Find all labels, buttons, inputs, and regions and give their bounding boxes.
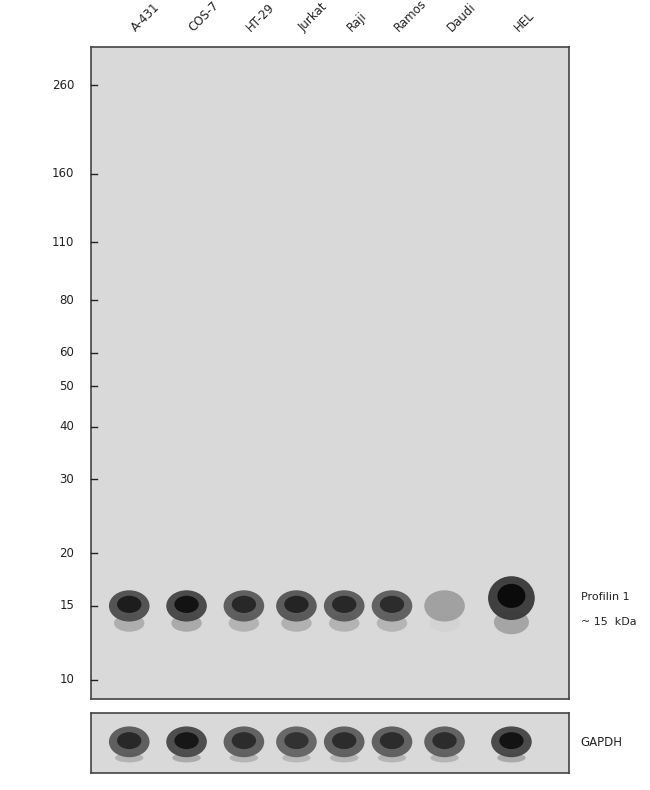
Ellipse shape	[115, 753, 144, 762]
Text: HEL: HEL	[512, 9, 537, 35]
Text: 160: 160	[52, 167, 74, 180]
Text: ~ 15  kDa: ~ 15 kDa	[580, 616, 636, 626]
Ellipse shape	[494, 610, 529, 634]
Text: 110: 110	[52, 235, 74, 249]
Text: Daudi: Daudi	[445, 1, 478, 35]
Ellipse shape	[378, 753, 406, 762]
Ellipse shape	[281, 615, 311, 632]
Ellipse shape	[282, 753, 311, 762]
Ellipse shape	[224, 590, 264, 622]
Ellipse shape	[430, 753, 459, 762]
Text: Jurkat: Jurkat	[296, 1, 330, 35]
Text: 40: 40	[59, 420, 74, 434]
Ellipse shape	[174, 732, 199, 749]
Ellipse shape	[174, 596, 199, 613]
Ellipse shape	[117, 732, 142, 749]
Ellipse shape	[432, 732, 457, 749]
Ellipse shape	[499, 732, 524, 749]
Ellipse shape	[332, 596, 356, 613]
Text: Ramos: Ramos	[392, 0, 430, 35]
Ellipse shape	[497, 584, 525, 608]
Ellipse shape	[429, 615, 460, 632]
Text: 260: 260	[52, 79, 74, 92]
Text: 30: 30	[60, 473, 74, 486]
Ellipse shape	[166, 590, 207, 622]
Ellipse shape	[172, 753, 201, 762]
Ellipse shape	[166, 727, 207, 757]
Ellipse shape	[229, 615, 259, 632]
Ellipse shape	[172, 615, 202, 632]
Ellipse shape	[276, 590, 317, 622]
Ellipse shape	[231, 732, 256, 749]
Ellipse shape	[114, 615, 144, 632]
Ellipse shape	[424, 727, 465, 757]
Ellipse shape	[324, 590, 365, 622]
Ellipse shape	[372, 727, 412, 757]
Ellipse shape	[491, 727, 532, 757]
Ellipse shape	[224, 727, 264, 757]
Ellipse shape	[372, 590, 412, 622]
Text: 50: 50	[60, 380, 74, 393]
Ellipse shape	[284, 596, 309, 613]
Ellipse shape	[109, 727, 150, 757]
Ellipse shape	[377, 615, 407, 632]
Ellipse shape	[284, 732, 309, 749]
Text: Raji: Raji	[344, 9, 369, 35]
Ellipse shape	[229, 753, 258, 762]
Text: A-431: A-431	[129, 1, 162, 35]
Ellipse shape	[117, 596, 142, 613]
Ellipse shape	[329, 615, 359, 632]
Ellipse shape	[109, 590, 150, 622]
Text: 60: 60	[59, 346, 74, 359]
Ellipse shape	[380, 596, 404, 613]
Text: 15: 15	[59, 600, 74, 612]
Ellipse shape	[276, 727, 317, 757]
Text: 80: 80	[60, 294, 74, 307]
Ellipse shape	[324, 727, 365, 757]
Ellipse shape	[424, 590, 465, 622]
Ellipse shape	[332, 732, 356, 749]
Text: COS-7: COS-7	[187, 0, 222, 35]
Ellipse shape	[488, 576, 535, 620]
Text: 20: 20	[59, 547, 74, 560]
Ellipse shape	[330, 753, 358, 762]
Text: Profilin 1: Profilin 1	[580, 592, 629, 601]
Text: 10: 10	[59, 673, 74, 687]
Text: HT-29: HT-29	[244, 1, 278, 35]
Ellipse shape	[497, 753, 526, 762]
Text: GAPDH: GAPDH	[580, 736, 623, 750]
Ellipse shape	[380, 732, 404, 749]
Ellipse shape	[231, 596, 256, 613]
